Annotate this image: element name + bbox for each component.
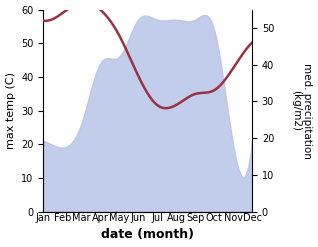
X-axis label: date (month): date (month): [101, 228, 194, 242]
Y-axis label: max temp (C): max temp (C): [5, 72, 16, 149]
Y-axis label: med. precipitation
(kg/m2): med. precipitation (kg/m2): [291, 62, 313, 159]
